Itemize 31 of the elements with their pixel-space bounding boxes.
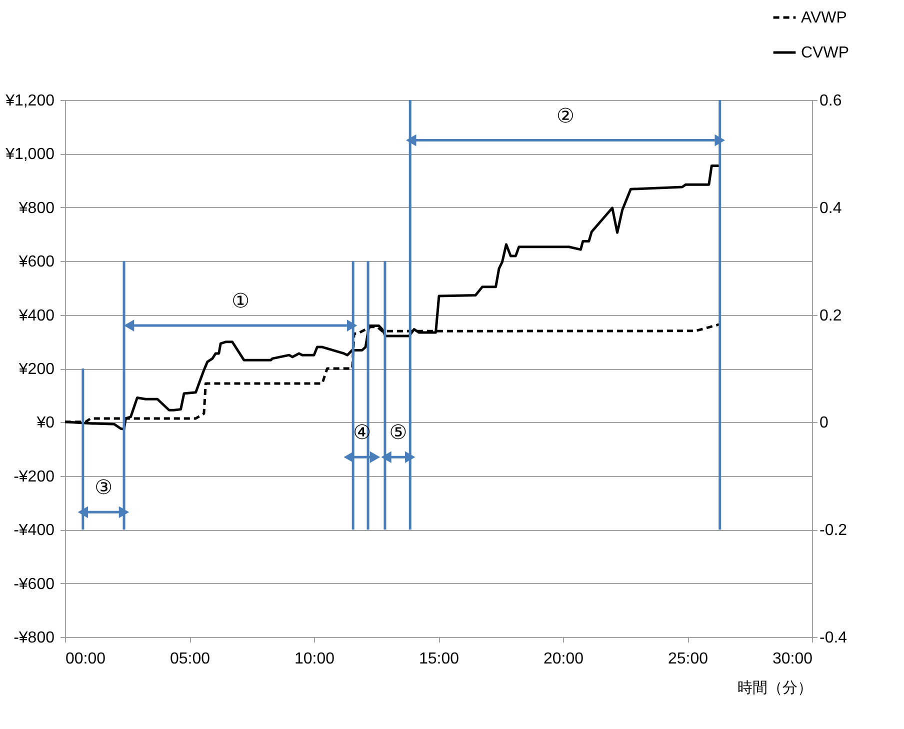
x-axis-title: 時間（分）: [738, 680, 812, 696]
legend-label: AVWP: [801, 10, 847, 26]
y2-tick-label: 0.2: [820, 307, 842, 324]
y-tick-label: ¥1,000: [4, 146, 55, 164]
y2-tick-label: 0: [820, 414, 828, 432]
x-tick-label: 00:00: [66, 650, 106, 668]
x-tick-label: 20:00: [543, 650, 584, 668]
y-tick-label: ¥200: [18, 361, 55, 378]
x-tick-label: 05:00: [170, 650, 210, 668]
annotation: ②: [556, 103, 574, 128]
y2-tick-label: -0.4: [820, 630, 848, 646]
legend-label: CVWP: [801, 44, 849, 62]
y-tick-label: ¥0: [36, 414, 55, 432]
y-tick-label: ¥400: [18, 307, 55, 324]
x-tick-label: 15:00: [418, 650, 460, 668]
y2-tick-label: 0.4: [820, 200, 842, 217]
y-tick-label: -¥800: [14, 630, 55, 646]
y-tick-label: -¥400: [14, 522, 55, 540]
y-tick-label: ¥800: [18, 200, 55, 217]
y-tick-label: ¥600: [18, 254, 55, 271]
y2-tick-label: -0.2: [820, 522, 848, 540]
y2-tick-label: 0.6: [820, 92, 842, 110]
annotation: ③: [94, 475, 113, 500]
annotation: ①: [232, 288, 250, 313]
x-tick-label: 30:00: [772, 650, 813, 668]
y-tick-label: -¥600: [14, 576, 55, 593]
x-tick-label: 25:00: [668, 650, 708, 668]
annotation: ⑤: [389, 420, 408, 444]
y-tick-label: -¥200: [14, 468, 55, 486]
x-tick-label: 10:00: [294, 650, 335, 668]
y-tick-label: ¥1,200: [4, 92, 55, 110]
